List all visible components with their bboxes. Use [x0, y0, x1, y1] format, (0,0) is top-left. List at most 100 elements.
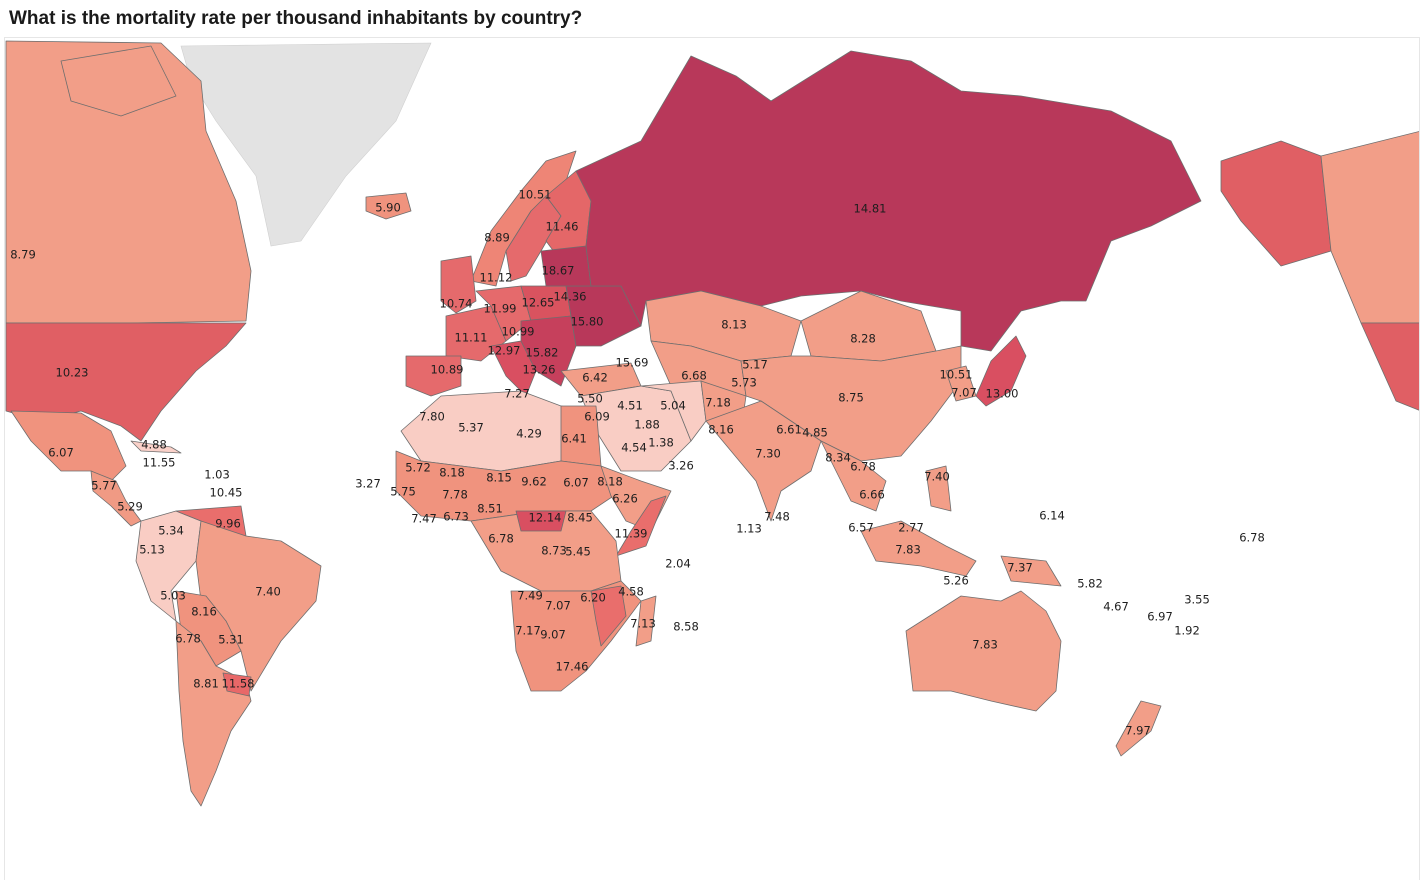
value-label-egypt: 6.41	[561, 432, 587, 446]
region-japan[interactable]	[975, 335, 1027, 407]
value-label-sudan: 6.07	[563, 476, 589, 490]
value-label-lesser-antilles: 10.45	[210, 486, 243, 500]
region-italy[interactable]	[490, 340, 537, 397]
value-label-ethiopia: 6.26	[612, 492, 638, 506]
region-car[interactable]	[515, 510, 567, 532]
region-southern-cone[interactable]	[175, 620, 252, 807]
value-label-algeria: 5.37	[458, 421, 484, 435]
value-label-russia: 14.81	[854, 202, 887, 216]
value-label-brazil: 7.40	[255, 585, 281, 599]
value-label-new-zealand: 7.97	[1125, 724, 1151, 738]
chart-title: What is the mortality rate per thousand …	[9, 8, 583, 29]
value-label-france: 11.11	[455, 331, 488, 345]
value-label-estonia: 18.67	[542, 264, 575, 278]
value-label-iraq: 4.51	[617, 399, 643, 413]
value-label-mauritania: 5.72	[405, 461, 431, 475]
value-label-comoros: 4.58	[618, 585, 644, 599]
value-label-fiji: 6.97	[1147, 610, 1173, 624]
value-label-turkmenistan: 6.68	[681, 369, 707, 383]
value-label-qatar: 1.38	[648, 436, 674, 450]
region-madagascar[interactable]	[635, 595, 657, 647]
value-label-lebanon: 5.50	[577, 392, 603, 406]
value-label-vietnam: 6.66	[859, 488, 885, 502]
value-label-senegal: 5.75	[390, 485, 416, 499]
value-label-peru: 5.03	[160, 589, 186, 603]
value-label-cuba: 4.88	[141, 438, 167, 452]
value-label-laos: 6.78	[850, 460, 876, 474]
region-se-asia[interactable]	[820, 440, 887, 512]
value-label-malawi: 6.20	[580, 591, 606, 605]
region-alaska[interactable]	[1220, 140, 1332, 267]
region-china[interactable]	[740, 345, 962, 462]
value-label-denmark: 11.12	[480, 271, 513, 285]
region-mozambique[interactable]	[590, 585, 627, 647]
value-labels: 8.79 10.23 6.07 4.88 11.55 5.775.29 1.03 10.45 5…	[10, 188, 1265, 738]
value-label-afghanistan: 7.18	[705, 396, 731, 410]
region-india[interactable]	[705, 400, 822, 522]
region-australia[interactable]	[905, 590, 1062, 712]
value-label-pakistan: 8.16	[708, 423, 734, 437]
countries-layer	[5, 40, 1420, 807]
value-label-tonga: 1.92	[1174, 624, 1200, 638]
value-label-png: 7.37	[1007, 561, 1033, 575]
region-sahel[interactable]	[395, 450, 622, 522]
region-philippines[interactable]	[925, 465, 952, 512]
region-norway[interactable]	[470, 150, 577, 287]
value-label-morocco: 7.80	[419, 410, 445, 424]
value-label-liberia: 7.47	[411, 512, 437, 526]
value-label-dominican: 1.03	[204, 468, 230, 482]
region-russia[interactable]	[575, 50, 1202, 352]
value-label-angola: 7.49	[517, 589, 543, 603]
value-label-seychelles: 2.04	[665, 557, 691, 571]
value-label-romania: 15.82	[526, 346, 559, 360]
value-label-korea: 10.51	[940, 368, 973, 382]
value-label-canada: 8.79	[10, 248, 36, 262]
value-label-georgia: 15.69	[616, 356, 649, 370]
value-label-tajikistan: 5.73	[731, 376, 757, 390]
region-uk[interactable]	[440, 255, 477, 314]
value-label-finland: 11.46	[546, 220, 579, 234]
value-label-venezuela: 9.96	[215, 517, 241, 531]
region-indonesia[interactable]	[860, 520, 977, 577]
region-central-america[interactable]	[90, 470, 142, 527]
value-label-japan: 13.00	[986, 387, 1019, 401]
value-label-belarus: 14.36	[554, 290, 587, 304]
value-label-libya: 4.29	[516, 427, 542, 441]
value-label-iceland: 5.90	[375, 201, 401, 215]
region-usa-east[interactable]	[1360, 322, 1420, 411]
value-label-turkey: 6.42	[582, 371, 608, 385]
value-label-mongolia: 8.28	[850, 332, 876, 346]
region-somalia[interactable]	[615, 495, 667, 557]
value-label-argentina: 8.81	[193, 677, 219, 691]
value-label-south-sudan: 8.45	[567, 511, 593, 525]
value-label-iran: 5.04	[660, 399, 686, 413]
value-label-ecuador: 5.13	[139, 543, 165, 557]
value-label-usa: 10.23	[56, 366, 89, 380]
region-png[interactable]	[1000, 555, 1062, 587]
world-map[interactable]: 8.79 10.23 6.07 4.88 11.55 5.77 5.29 1.03 10.45 5…	[4, 37, 1420, 880]
value-label-timor: 5.26	[943, 574, 969, 588]
region-uruguay[interactable]	[222, 672, 252, 697]
value-label-colombia: 5.34	[158, 524, 184, 538]
value-label-maldives: 1.13	[736, 522, 762, 536]
region-iran[interactable]	[640, 380, 707, 442]
value-label-china: 8.75	[838, 391, 864, 405]
value-label-bolivia: 8.16	[191, 605, 217, 619]
value-label-zambia: 7.07	[545, 599, 571, 613]
region-spain[interactable]	[405, 355, 462, 397]
region-new-zealand[interactable]	[1115, 700, 1162, 757]
region-brazil[interactable]	[195, 520, 322, 692]
map-canvas[interactable]: 8.79 10.23 6.07 4.88 11.55 5.775.29 1.03 10.45 5…	[5, 38, 1420, 880]
value-label-indonesia: 7.83	[895, 543, 921, 557]
region-canada-east[interactable]	[1320, 131, 1420, 324]
value-label-mexico: 6.07	[48, 446, 74, 460]
value-label-ghana: 6.73	[443, 510, 469, 524]
value-label-netherlands: 11.99	[484, 302, 517, 316]
greenland[interactable]	[180, 42, 432, 247]
region-cuba[interactable]	[130, 440, 182, 454]
value-label-brunei: 2.77	[898, 521, 924, 535]
region-iceland[interactable]	[365, 192, 412, 220]
value-label-samoa: 3.55	[1184, 593, 1210, 607]
value-label-chad: 9.62	[521, 475, 547, 489]
region-germany[interactable]	[475, 285, 532, 342]
